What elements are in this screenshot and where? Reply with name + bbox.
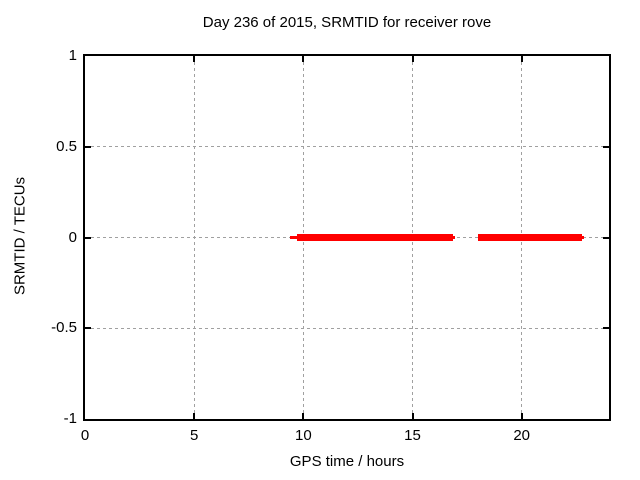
data-series-segment: [296, 234, 453, 241]
y-tick-mark-left: [85, 145, 91, 148]
y-tick-label: -1: [63, 410, 77, 427]
x-tick-mark-bottom: [193, 413, 196, 419]
data-series-segment: [478, 234, 582, 241]
data-series-segment: [452, 236, 456, 239]
y-gridline: [85, 327, 609, 329]
chart-title: Day 236 of 2015, SRMTID for receiver rov…: [202, 14, 492, 31]
x-tick-label: 10: [294, 427, 312, 444]
y-tick-label: 0.5: [56, 137, 77, 155]
x-tick-label: 15: [404, 427, 421, 444]
y-tick-label: -0.5: [51, 319, 77, 337]
x-tick-mark-bottom: [520, 413, 523, 419]
data-series-segment: [290, 236, 297, 239]
y-tick-mark-left: [85, 236, 91, 239]
data-series-segment: [581, 236, 584, 239]
y-tick-mark-right: [603, 327, 609, 330]
x-tick-mark-top: [411, 56, 414, 62]
x-tick-mark-top: [520, 56, 523, 62]
plot-area: [83, 54, 611, 421]
y-tick-label: 0: [68, 228, 77, 246]
x-tick-mark-bottom: [302, 413, 305, 419]
x-tick-mark-top: [302, 56, 305, 62]
y-gridline: [85, 146, 609, 148]
y-tick-mark-right: [603, 236, 609, 239]
x-tick-label: 20: [513, 427, 530, 444]
x-axis-label: GPS time / hours: [289, 453, 405, 470]
x-tick-mark-top: [193, 56, 196, 62]
y-tick-mark-left: [85, 327, 91, 330]
y-tick-mark-right: [603, 145, 609, 148]
x-tick-mark-bottom: [411, 413, 414, 419]
y-tick-label: 1: [68, 47, 77, 64]
x-tick-label: 5: [189, 427, 199, 444]
x-tick-label: 0: [80, 427, 90, 444]
